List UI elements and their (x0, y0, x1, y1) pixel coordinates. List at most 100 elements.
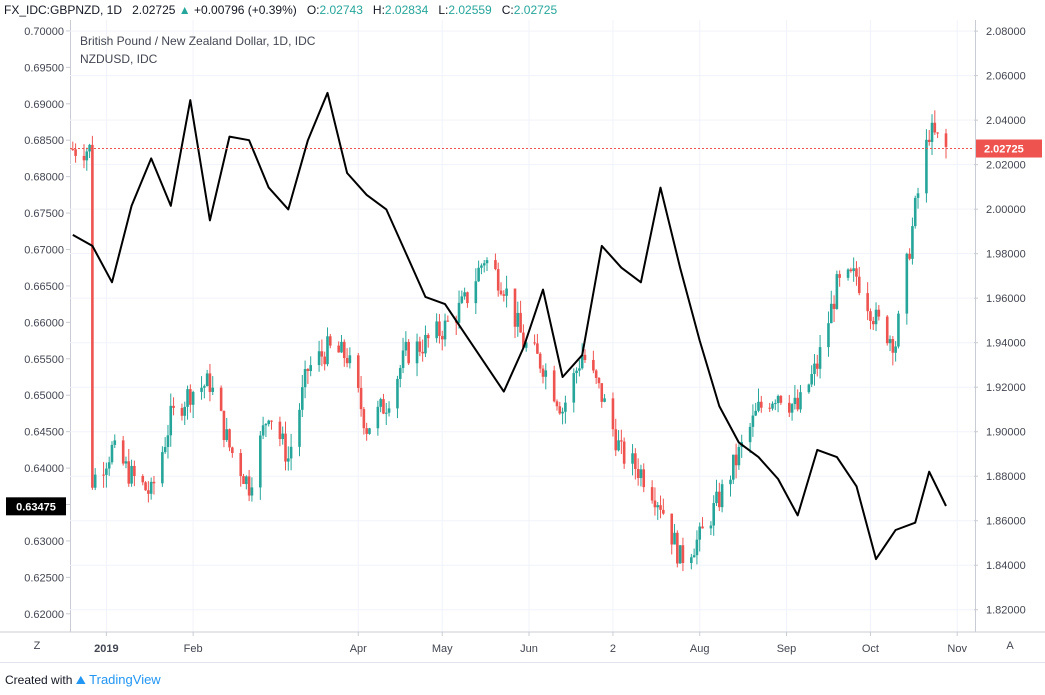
candle-body (359, 387, 363, 410)
left-axis-tick-label: 0.67000 (24, 245, 64, 257)
candle-body (790, 404, 794, 413)
candle-body (82, 155, 86, 161)
candle-body (477, 267, 480, 282)
candle-body (513, 288, 517, 327)
legend-compare-series[interactable]: NZDUSD, IDC (80, 52, 158, 66)
candle-body (169, 405, 173, 436)
candle-body (482, 263, 486, 266)
candle-body (813, 363, 816, 375)
candle-body (807, 384, 811, 393)
candle-body (905, 253, 909, 314)
left-axis-tick-label: 0.65000 (24, 390, 64, 402)
right-axis-tick-label: 1.92000 (986, 382, 1026, 394)
left-axis-tick-label: 0.66000 (24, 317, 64, 329)
candle-body (810, 374, 813, 385)
candle-body (107, 462, 111, 469)
candle-body (927, 139, 931, 143)
price-labels: 2.02725 0.63475 (6, 139, 1042, 516)
candle-body (911, 226, 914, 259)
candle-body (480, 265, 483, 268)
candle-body (656, 505, 660, 508)
candle-body (846, 269, 850, 278)
left-scale-button[interactable]: Z (33, 640, 41, 652)
candle-body (222, 410, 226, 441)
open-label: O: (306, 3, 320, 17)
candle-body (91, 144, 94, 488)
candle-body (829, 303, 833, 324)
candle-body (446, 320, 450, 322)
candle-body (438, 321, 441, 336)
candle-body (396, 378, 399, 409)
candle-body (751, 415, 755, 427)
candle-body (773, 403, 777, 405)
candle-body (930, 122, 934, 143)
candle-body (673, 532, 676, 545)
candle-body (443, 320, 447, 340)
chart-pane-frame[interactable] (70, 20, 976, 632)
candle-body (734, 454, 738, 466)
candle-body (345, 358, 349, 364)
low-value: 2.02559 (448, 3, 492, 17)
candle-body (692, 555, 696, 558)
compare-last-label: 0.63475 (16, 501, 56, 513)
candle-body (306, 369, 310, 371)
symbol-name[interactable]: FX_IDC:GBPNZD, 1D (4, 3, 123, 17)
candle-body (320, 351, 324, 357)
candle-body (815, 363, 819, 369)
candle-body (877, 309, 881, 317)
tradingview-logo-icon: ⛰ (75, 673, 86, 687)
candle-body (594, 370, 598, 378)
created-with-text: Created with (5, 673, 73, 687)
nzdusd-line (72, 91, 947, 561)
high-value: 2.02834 (384, 3, 429, 17)
candle-body (690, 557, 693, 563)
candle-body (71, 149, 75, 151)
candle-body (936, 132, 939, 134)
auto-scale-button[interactable]: A (1006, 640, 1014, 652)
candle-body (897, 313, 900, 347)
candle-body (564, 402, 567, 412)
candle-body (231, 447, 234, 454)
last-price: 2.02725 (132, 3, 176, 17)
right-axis-tick-label: 2.06000 (986, 71, 1026, 83)
candle-body (298, 409, 301, 447)
candle-body (558, 406, 562, 414)
candle-body (631, 453, 634, 464)
right-axis-tick-label: 1.84000 (986, 560, 1026, 572)
created-with-credit[interactable]: Created with ⛰ TradingView (5, 672, 161, 688)
left-axis-tick-label: 0.65500 (24, 354, 64, 366)
candle-body (757, 401, 760, 411)
candle-body (748, 426, 752, 443)
candle-body (519, 312, 522, 333)
high-label: H: (372, 3, 385, 17)
candle-body (323, 356, 326, 365)
left-axis-tick-label: 0.68500 (24, 135, 64, 147)
candle-body (541, 368, 545, 377)
candle-body (415, 341, 419, 364)
right-axis-tick-label: 1.86000 (986, 516, 1026, 528)
right-axis-tick-label: 1.96000 (986, 293, 1026, 305)
candle-body (440, 335, 444, 340)
candle-body (259, 435, 262, 488)
candle-body (152, 481, 156, 484)
candle-body (242, 476, 245, 485)
candle-body (827, 323, 830, 348)
candle-body (463, 292, 466, 297)
right-axis-tick-label: 1.94000 (986, 338, 1026, 350)
legend-main-series[interactable]: British Pound / New Zealand Dollar, 1D, … (80, 34, 316, 48)
candle-body (496, 269, 500, 291)
candle-body (583, 354, 587, 360)
candle-body (387, 408, 391, 413)
candle-body (362, 409, 366, 429)
candle-body (200, 387, 203, 392)
candle-body (835, 274, 839, 309)
candle-body (340, 341, 343, 353)
candle-body (384, 412, 388, 414)
candle-body (245, 476, 248, 485)
candle-body (203, 386, 206, 388)
left-axis-tick-label: 0.62000 (24, 609, 64, 621)
candle-body (759, 401, 763, 408)
chart-legend: British Pound / New Zealand Dollar, 1D, … (80, 32, 315, 68)
candle-body (793, 397, 797, 405)
